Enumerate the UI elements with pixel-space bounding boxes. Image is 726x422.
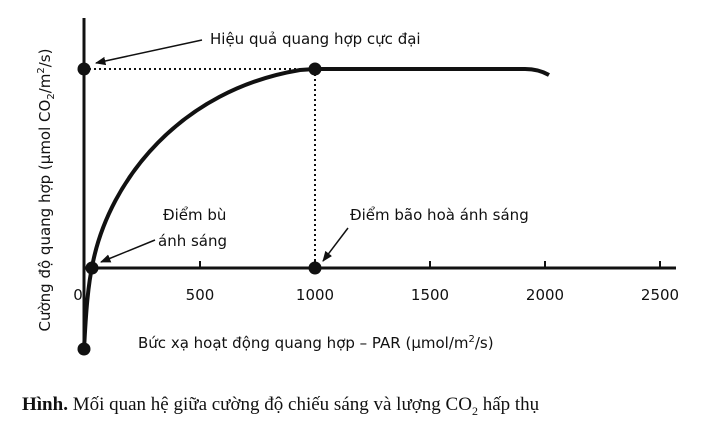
arrow (322, 227, 349, 262)
annotation: Điểm bão hoà ánh sáng (350, 206, 529, 224)
annotation: Điểm bù (163, 206, 226, 224)
key-points (77, 62, 322, 356)
x-tick-label: 2000 (526, 286, 564, 304)
x-tick-label: 1500 (411, 286, 449, 304)
x-tick-label: 2500 (641, 286, 679, 304)
arrow (100, 239, 156, 263)
x-axis-label: Bức xạ hoạt động quang hợp – PAR (µmol/m… (138, 334, 494, 352)
x-tick-label: 1000 (296, 286, 334, 304)
x-tick-label: 500 (186, 286, 215, 304)
y-axis-label: Cường độ quang hợp (µmol CO2/m2/s) (36, 49, 57, 332)
annotation: Hiệu quả quang hợp cực đại (210, 30, 421, 48)
caption: Hình. Mối quan hệ giữa cường độ chiếu sá… (22, 394, 540, 418)
annotation: ánh sáng (158, 232, 227, 250)
x-tick-label: 0 (73, 286, 83, 304)
response-curve (82, 67, 550, 351)
x-tick-labels: 0 500 1000 1500 2000 2500 (73, 286, 679, 304)
arrow (94, 39, 203, 66)
